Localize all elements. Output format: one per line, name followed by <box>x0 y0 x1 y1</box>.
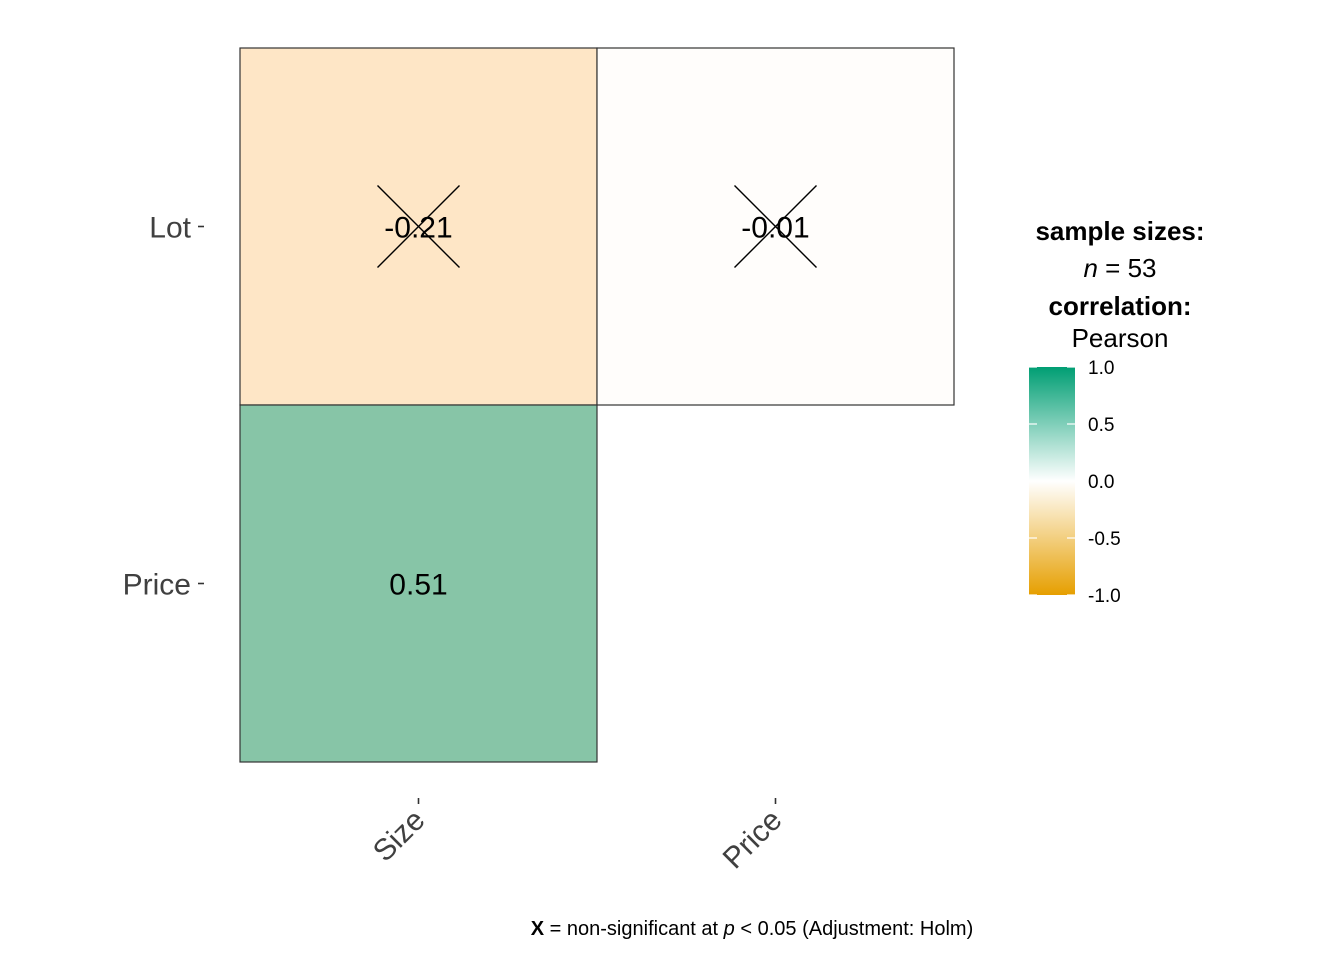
legend-n-symbol: n <box>1083 253 1097 283</box>
legend: sample sizes: n = 53 correlation: Pearso… <box>1029 216 1205 607</box>
legend-tick-label-4: -1.0 <box>1088 586 1121 607</box>
legend-tick-label-1: 0.5 <box>1088 415 1114 436</box>
legend-tick-label-3: -0.5 <box>1088 529 1121 550</box>
cell-size-price <box>239 404 598 763</box>
y-tick-label-lot: Lot <box>149 212 191 245</box>
x-tick-label-size: Size <box>367 804 432 869</box>
heatmap-cells: -0.21 -0.01 0.51 <box>239 47 955 763</box>
y-tick-label-price: Price <box>123 569 191 602</box>
caption-p: p <box>723 918 735 940</box>
y-axis: Lot Price <box>123 212 204 602</box>
legend-n-value: = 53 <box>1098 253 1157 283</box>
cell-label-size-lot: -0.21 <box>384 212 452 245</box>
nonsig-mark-b-price-lot <box>734 185 817 268</box>
cell-label-size-price: 0.51 <box>389 569 447 602</box>
legend-method: Pearson <box>1072 323 1169 353</box>
legend-sample-title: sample sizes: <box>1035 216 1204 246</box>
legend-ticks: 1.0 0.5 0.0 -0.5 -1.0 <box>1029 358 1121 607</box>
caption-text-2: < 0.05 (Adjustment: Holm) <box>734 918 974 940</box>
caption-symbol: X <box>530 918 545 940</box>
nonsig-mark-b-size-lot <box>377 185 460 268</box>
caption: X = non-significant at p < 0.05 (Adjustm… <box>0 918 1344 941</box>
legend-tick-label-0: 1.0 <box>1088 358 1114 379</box>
legend-correlation-title: correlation: <box>1048 291 1191 321</box>
cell-label-price-lot: -0.01 <box>741 212 809 245</box>
legend-sample-size: n = 53 <box>1083 253 1156 283</box>
legend-tick-label-2: 0.0 <box>1088 472 1114 493</box>
x-tick-label-price: Price <box>717 804 789 876</box>
caption-text-1: = non-significant at <box>544 918 724 940</box>
x-axis: Size Price <box>367 798 789 876</box>
